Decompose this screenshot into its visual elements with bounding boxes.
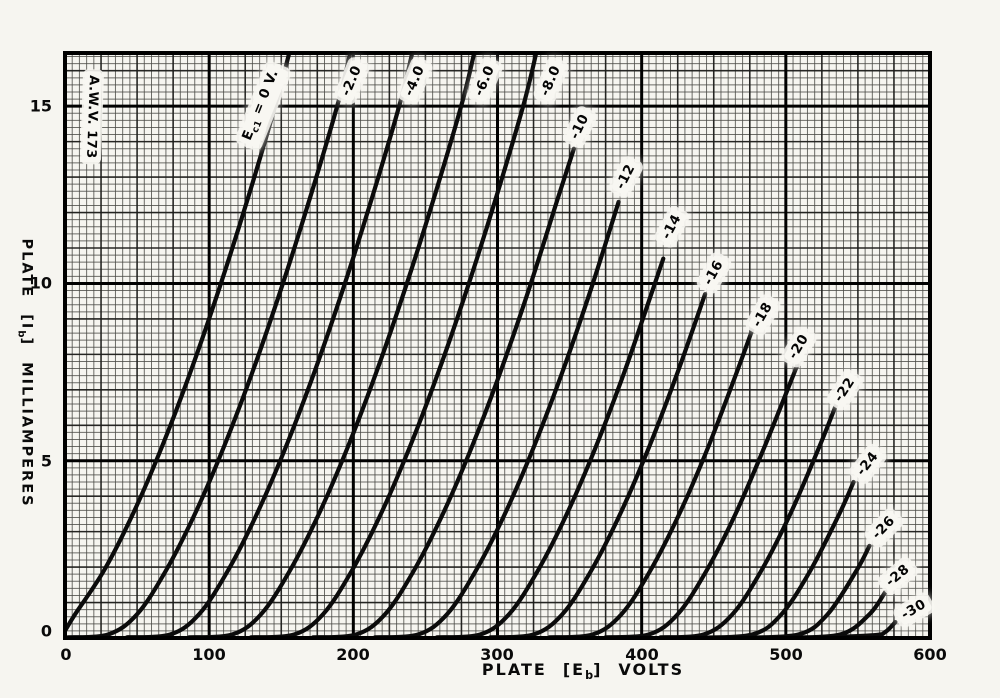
x-tick-500: 500 <box>769 645 803 664</box>
x-tick-200: 200 <box>336 645 370 664</box>
curves-layer <box>65 53 898 638</box>
y-tick-10: 10 <box>29 273 52 293</box>
curve-ec-2 <box>65 53 353 638</box>
y-axis-title: PLATE [Ib] MILLIAMPERES <box>16 230 35 515</box>
curve-ec-4 <box>124 53 415 638</box>
y-tick-5: 5 <box>40 451 52 471</box>
curve-ec0 <box>65 53 292 634</box>
x-tick-600: 600 <box>913 645 947 664</box>
x-axis-title-symbol: [Eb] <box>562 660 603 683</box>
curve-ec-6 <box>186 53 477 638</box>
x-tick-300: 300 <box>480 645 514 664</box>
y-axis-title-symbol: [Ib] <box>15 314 35 347</box>
x-tick-100: 100 <box>192 645 226 664</box>
y-axis-title-unit: MILLIAMPERES <box>18 362 35 508</box>
curve-ec-24 <box>697 479 856 638</box>
curve-ec-22 <box>658 394 842 638</box>
y-tick-15: 15 <box>29 96 52 116</box>
x-axis-title-word: PLATE <box>481 660 547 679</box>
figure-id-tag: A.W.V. 173 <box>81 71 103 163</box>
curve-ec-8 <box>248 53 539 638</box>
x-tick-0: 0 <box>60 645 72 664</box>
y-tick-0: 0 <box>40 621 52 641</box>
curve-ec-18 <box>547 318 758 638</box>
curve-ec-10 <box>310 146 577 638</box>
x-axis-title: PLATE [Eb] VOLTS <box>474 660 692 682</box>
y-axis-title-word: PLATE <box>18 238 35 299</box>
curve-ec-16 <box>488 291 708 638</box>
curve-ec-12 <box>372 199 621 638</box>
x-axis-title-unit: VOLTS <box>618 660 685 679</box>
x-tick-400: 400 <box>625 645 659 664</box>
curve-ec-14 <box>434 256 666 638</box>
curve-ec-20 <box>603 362 800 638</box>
plot-border <box>63 51 932 640</box>
